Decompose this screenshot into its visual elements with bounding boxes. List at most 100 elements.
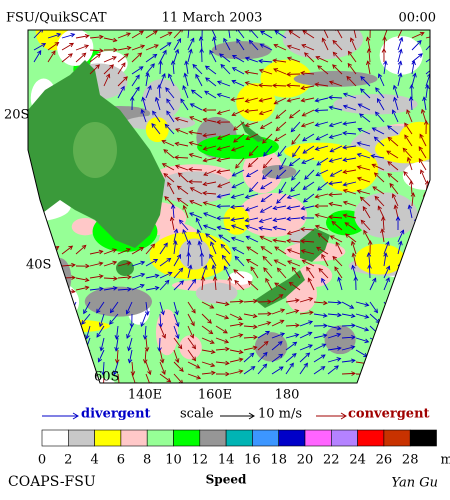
wind-vector-head [350, 37, 355, 43]
wind-vector [245, 121, 259, 127]
wind-vector [260, 30, 273, 39]
wind-vector-head [186, 240, 192, 245]
wind-vector-head [32, 359, 38, 364]
wind-vector-head [377, 205, 382, 211]
wind-vector [348, 51, 357, 63]
wind-vector-head [239, 299, 244, 304]
wind-vector [203, 212, 217, 219]
wind-vector-head [233, 269, 238, 274]
wind-vector-head [387, 136, 393, 142]
wind-vector-head [389, 330, 395, 336]
wind-vector [352, 253, 357, 267]
wind-vector-head [191, 356, 197, 362]
wind-vector-head [350, 345, 356, 350]
wind-vector [257, 352, 268, 363]
wind-vector-head [420, 321, 425, 327]
wind-vector [233, 269, 245, 279]
wind-vector [115, 337, 119, 351]
wind-vector [117, 373, 120, 383]
wind-vector [167, 182, 175, 195]
wind-vector [109, 313, 119, 325]
wind-vector [404, 134, 413, 147]
wind-vector-head [415, 242, 420, 248]
wind-vector [263, 145, 273, 157]
colorbar-tick-label: 4 [90, 453, 98, 468]
wind-vector-head [161, 139, 167, 145]
wind-vector [343, 201, 357, 207]
wind-vector-head [318, 267, 324, 273]
wind-vector-head [202, 117, 208, 123]
wind-vector-head [230, 97, 236, 102]
wind-vector-head [96, 53, 102, 58]
wind-vector [411, 73, 416, 87]
wind-vector [89, 53, 101, 63]
colorbar-swatch [330, 429, 358, 447]
wind-vector [411, 193, 414, 207]
wind-vector [369, 278, 377, 291]
wind-vector [277, 267, 287, 279]
wind-vector [341, 313, 355, 317]
wind-vector [317, 65, 329, 75]
wind-vector-head [302, 137, 307, 142]
wind-vector [259, 227, 273, 231]
wind-vector [291, 133, 301, 145]
wind-vector-head [98, 274, 104, 279]
wind-vector-head [209, 339, 215, 344]
wind-vector [173, 361, 184, 372]
wind-vector-head [167, 181, 172, 187]
lon-label: 160E [198, 388, 232, 403]
lat-label: 40S [26, 258, 51, 273]
legend-divergent: divergent [81, 407, 151, 422]
wind-vector-head [408, 96, 414, 101]
wind-vector-head [272, 225, 278, 231]
wind-vector-head [192, 63, 198, 69]
wind-vector-head [152, 110, 157, 116]
wind-vector-head [300, 238, 305, 244]
speed-patch [155, 309, 179, 356]
wind-vector [220, 244, 231, 255]
wind-vector-head [231, 111, 237, 117]
wind-vector-head [202, 181, 208, 187]
wind-vector-head [387, 308, 393, 314]
wind-vector [276, 193, 287, 204]
wind-vector [321, 278, 329, 291]
wind-vector [220, 64, 231, 75]
wind-vector [203, 145, 217, 150]
wind-vector-head [398, 36, 404, 42]
wind-vector-head [286, 248, 292, 253]
colorbar-swatch [199, 429, 227, 447]
wind-vector [229, 370, 243, 375]
wind-vector [201, 265, 207, 279]
wind-vector [217, 193, 231, 198]
wind-vector [60, 301, 63, 315]
wind-vector-head [84, 277, 90, 283]
wind-vector-head [356, 152, 362, 158]
wind-vector [381, 229, 385, 243]
wind-vector [152, 111, 161, 123]
footer-left: COAPS-FSU [8, 474, 96, 490]
wind-vector [397, 241, 402, 255]
wind-vector-head [70, 370, 76, 376]
wind-vector [315, 145, 329, 150]
wind-vector [232, 55, 245, 63]
wind-vector [318, 268, 329, 279]
wind-vector-head [231, 67, 237, 72]
wind-vector-head [347, 62, 353, 68]
wind-vector-head [208, 329, 214, 335]
wind-vector [223, 266, 231, 279]
wind-vector [171, 217, 175, 231]
wind-vector-head [301, 259, 307, 264]
wind-vector-head [431, 232, 435, 236]
wind-vector-head [359, 113, 364, 118]
wind-vector-head [380, 216, 386, 221]
wind-vector [287, 260, 301, 267]
wind-vector-head [216, 110, 222, 115]
wind-vector [229, 334, 243, 339]
speed-patch [28, 319, 111, 333]
wind-vector [302, 145, 315, 154]
wind-vector [83, 301, 91, 314]
wind-vector-head [248, 39, 254, 45]
wind-vector-head [140, 44, 146, 49]
wind-vector [217, 133, 231, 140]
wind-vector [201, 277, 204, 291]
